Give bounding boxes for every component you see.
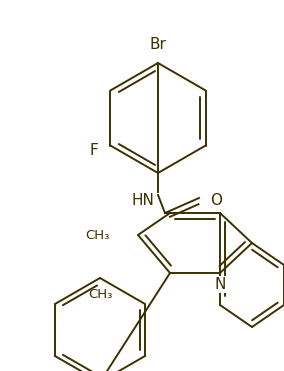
Text: HN: HN (131, 193, 154, 207)
Text: Br: Br (150, 37, 166, 52)
Text: O: O (210, 193, 222, 207)
Text: CH₃: CH₃ (85, 229, 110, 242)
Text: F: F (89, 142, 98, 158)
Text: CH₃: CH₃ (88, 288, 112, 301)
Text: N: N (214, 277, 226, 292)
